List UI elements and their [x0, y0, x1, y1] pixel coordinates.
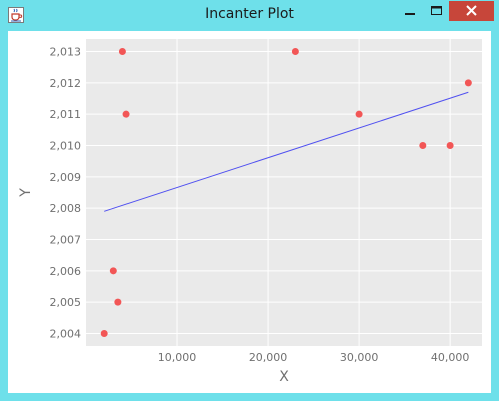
y-tick-label: 2,006: [50, 265, 82, 278]
scatter-point: [100, 329, 108, 337]
scatter-point: [464, 79, 472, 87]
scatter-chart: 2,004 2,005 2,006 2,007 2,008 2,009 2,010 2,011…: [18, 39, 482, 385]
y-tick-label: 2,012: [50, 77, 82, 90]
window-title: Incanter Plot: [205, 6, 294, 22]
scatter-point: [114, 298, 122, 306]
java-cup-icon: [8, 7, 24, 23]
y-tick-label: 2,010: [50, 140, 82, 153]
scatter-point: [118, 48, 126, 56]
scatter-point: [122, 110, 130, 118]
maximize-icon: [431, 6, 442, 15]
chart-panel: 2,004 2,005 2,006 2,007 2,008 2,009 2,010 2,011…: [8, 31, 491, 393]
y-tick-label: 2,009: [50, 171, 82, 184]
y-tick-label: 2,005: [50, 296, 82, 309]
scatter-point: [446, 142, 454, 150]
x-tick-label: 30,000: [340, 351, 379, 364]
scatter-point: [291, 48, 299, 56]
regression-line: [104, 91, 469, 212]
scatter-point: [355, 110, 363, 118]
tick-labels: 2,004 2,005 2,006 2,007 2,008 2,009 2,010 2,011…: [50, 46, 470, 364]
grid-lines: [86, 39, 482, 346]
y-tick-label: 2,007: [50, 233, 82, 246]
scatter-point: [419, 142, 427, 150]
y-tick-label: 2,008: [50, 202, 82, 215]
maximize-button[interactable]: [423, 1, 449, 21]
close-button[interactable]: [449, 1, 494, 21]
y-tick-label: 2,011: [50, 108, 82, 121]
close-icon: [466, 5, 477, 16]
minimize-button[interactable]: [397, 1, 423, 21]
scatter-point: [109, 267, 117, 275]
title-bar[interactable]: Incanter Plot: [0, 0, 499, 30]
y-tick-label: 2,004: [50, 327, 82, 340]
series-marks: [100, 48, 472, 337]
x-axis-label: X: [279, 369, 289, 385]
x-tick-label: 20,000: [249, 351, 288, 364]
plot-area: [86, 39, 482, 346]
x-tick-label: 40,000: [431, 351, 470, 364]
minimize-icon: [405, 13, 415, 15]
x-tick-label: 10,000: [158, 351, 197, 364]
y-axis-label: Y: [18, 188, 34, 198]
y-tick-label: 2,013: [50, 46, 82, 59]
